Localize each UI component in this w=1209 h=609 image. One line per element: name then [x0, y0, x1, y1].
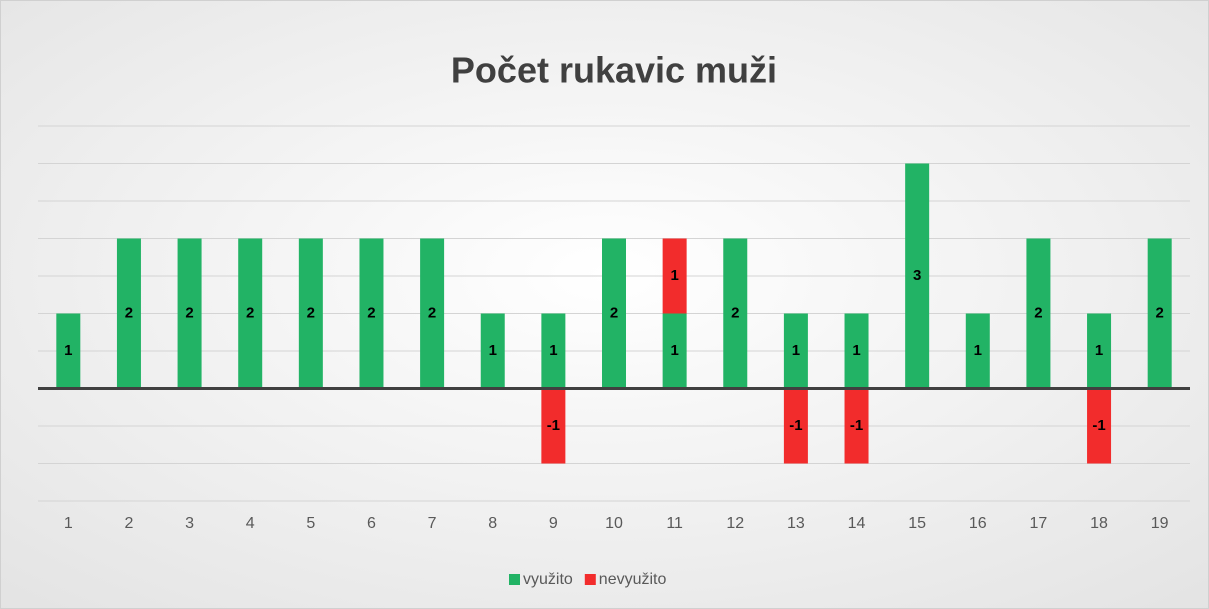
data-label: 1 — [549, 342, 557, 359]
x-tick-label: 9 — [549, 515, 558, 532]
x-tick-label: 6 — [367, 515, 376, 532]
bar — [116, 238, 141, 389]
x-tick-label: 10 — [605, 515, 623, 532]
x-tick-label: 7 — [428, 515, 437, 532]
bar — [420, 238, 445, 389]
bar — [56, 313, 81, 389]
data-label: 1 — [670, 267, 678, 284]
data-label: 2 — [610, 304, 618, 321]
bar — [844, 313, 869, 389]
data-label: 3 — [913, 267, 921, 284]
data-label: 2 — [125, 304, 133, 321]
bar — [662, 238, 687, 314]
chart-title: Počet rukavic muži — [451, 50, 777, 91]
bar — [1026, 238, 1051, 389]
bar — [541, 388, 566, 464]
bar — [238, 238, 263, 389]
bar — [783, 313, 808, 389]
data-label: -1 — [850, 417, 863, 434]
x-tick-label: 3 — [185, 515, 194, 532]
data-label: -1 — [1092, 417, 1105, 434]
bar — [541, 313, 566, 389]
bar — [1087, 388, 1112, 464]
legend-swatch — [584, 574, 596, 585]
bar — [1087, 313, 1112, 389]
data-label: 2 — [428, 304, 436, 321]
bar — [602, 238, 626, 389]
x-tick-label: 18 — [1090, 515, 1108, 532]
x-tick-label: 8 — [488, 515, 497, 532]
data-label: -1 — [789, 417, 802, 434]
data-label: 1 — [489, 342, 497, 359]
legend-label: nevyužito — [599, 571, 667, 588]
bar — [359, 238, 384, 389]
x-tick-label: 4 — [246, 515, 255, 532]
data-label: 2 — [731, 304, 739, 321]
x-tick-label: 16 — [969, 515, 987, 532]
x-tick-label: 12 — [726, 515, 744, 532]
x-tick-label: 1 — [64, 515, 73, 532]
x-tick-label: 19 — [1151, 515, 1169, 532]
x-tick-label: 13 — [787, 515, 805, 532]
data-label: -1 — [547, 417, 560, 434]
bar — [905, 163, 930, 389]
data-label: 2 — [307, 304, 315, 321]
legend-label: využito — [523, 571, 573, 588]
x-tick-label: 11 — [666, 515, 683, 532]
bar — [783, 388, 808, 464]
bar — [480, 313, 505, 389]
data-label: 1 — [974, 342, 982, 359]
data-label: 1 — [792, 342, 800, 359]
x-tick-label: 17 — [1030, 515, 1048, 532]
bar — [844, 388, 869, 464]
data-label: 2 — [185, 304, 193, 321]
data-label: 1 — [1095, 342, 1103, 359]
data-label: 1 — [670, 342, 678, 359]
x-tick-label: 14 — [848, 515, 866, 532]
data-label: 2 — [1156, 304, 1164, 321]
data-label: 2 — [1034, 304, 1042, 321]
data-label: 1 — [64, 342, 72, 359]
bar — [298, 238, 323, 389]
bar — [1147, 238, 1172, 389]
x-tick-label: 15 — [908, 515, 926, 532]
data-label: 1 — [852, 342, 860, 359]
data-label: 2 — [246, 304, 254, 321]
legend-swatch — [509, 574, 520, 585]
bar — [662, 313, 687, 389]
bar — [177, 238, 202, 389]
data-label: 2 — [367, 304, 375, 321]
bar — [723, 238, 748, 389]
x-tick-label: 2 — [124, 515, 133, 532]
bar — [965, 313, 990, 389]
x-tick-label: 5 — [306, 515, 315, 532]
